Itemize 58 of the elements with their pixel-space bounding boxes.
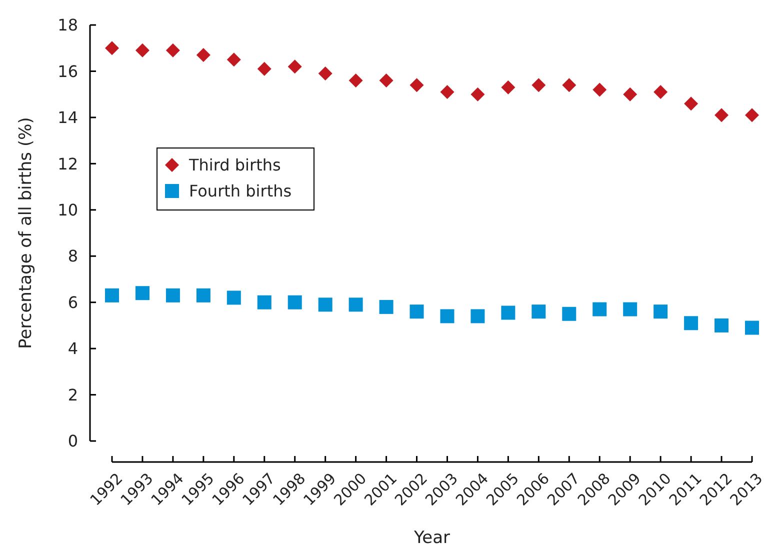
point — [440, 85, 454, 100]
point — [592, 82, 607, 97]
point — [288, 60, 302, 74]
point — [470, 309, 485, 324]
point — [257, 62, 272, 76]
y-tick-label: 0 — [68, 432, 78, 451]
y-tick-label: 2 — [68, 385, 78, 404]
point — [501, 306, 516, 320]
point — [226, 52, 241, 67]
point — [410, 78, 424, 92]
point — [745, 108, 759, 122]
y-tick-label: 12 — [58, 154, 78, 174]
point — [470, 87, 485, 102]
point — [654, 85, 668, 100]
point — [135, 286, 150, 300]
point — [166, 288, 180, 302]
y-tick-label: 16 — [58, 62, 78, 81]
point — [196, 288, 210, 302]
y-tick-label: 6 — [68, 292, 78, 312]
point — [623, 302, 638, 316]
point — [532, 304, 546, 319]
point — [562, 78, 576, 92]
point — [105, 41, 119, 56]
point — [410, 304, 424, 319]
point — [562, 306, 576, 321]
point — [226, 290, 241, 305]
legend-label: Third births — [188, 156, 281, 175]
point — [440, 309, 454, 324]
point — [257, 295, 272, 310]
y-axis-title: Percentage of all births (%) — [16, 117, 36, 349]
point — [654, 304, 668, 319]
point — [714, 108, 729, 122]
point — [288, 295, 302, 310]
point — [166, 43, 180, 58]
point — [684, 316, 698, 330]
point — [379, 73, 394, 88]
point — [318, 66, 332, 81]
point — [135, 43, 150, 58]
point — [714, 318, 729, 332]
y-tick-label: 14 — [58, 108, 78, 128]
point — [623, 87, 638, 102]
point — [379, 300, 394, 314]
legend-label: Fourth births — [189, 182, 292, 201]
y-tick-label: 18 — [58, 16, 78, 35]
y-tick-label: 10 — [58, 200, 78, 220]
point — [592, 302, 607, 316]
point — [105, 288, 119, 302]
y-tick-label: 8 — [68, 246, 78, 266]
y-tick-label: 4 — [68, 339, 78, 358]
point — [532, 78, 546, 92]
point — [684, 96, 698, 111]
point — [501, 80, 516, 94]
point — [348, 298, 363, 312]
x-axis-title: Year — [413, 528, 450, 545]
point — [745, 320, 759, 335]
point — [196, 48, 210, 62]
point — [318, 298, 332, 312]
point — [348, 73, 363, 88]
